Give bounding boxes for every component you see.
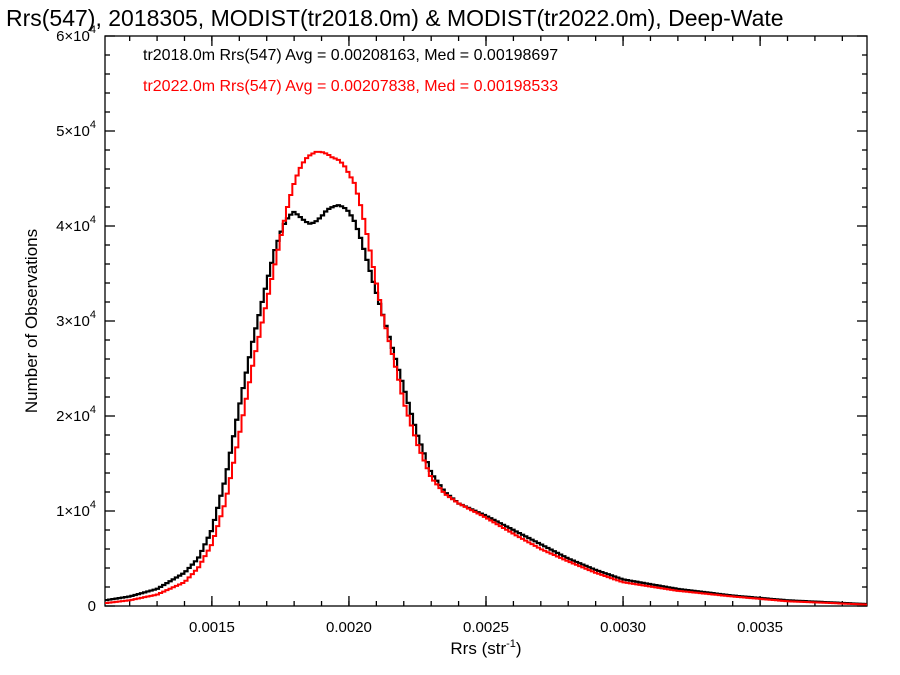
y-tick-label: 2×104 [56, 404, 96, 425]
series-line-tr2022.0m [105, 150, 867, 606]
y-tick-label: 1×104 [56, 499, 96, 520]
y-tick-label: 6×104 [56, 24, 96, 45]
y-tick-label: 0 [88, 598, 96, 615]
x-tick-label: 0.0035 [737, 619, 783, 636]
series-layer [105, 150, 867, 606]
chart-title: Rrs(547), 2018305, MODIST(tr2018.0m) & M… [6, 5, 784, 31]
y-axis: 0 1×104 2×104 3×104 4×104 5×104 6×104 [56, 24, 867, 615]
y-tick-label: 3×104 [56, 309, 96, 330]
legend-entry-tr2022: tr2022.0m Rrs(547) Avg = 0.00207838, Med… [143, 78, 558, 95]
y-tick-label: 4×104 [56, 214, 96, 235]
x-tick-label: 0.0015 [189, 619, 235, 636]
x-axis-label: Rrs (str-1) [450, 638, 521, 658]
legend-entry-tr2018: tr2018.0m Rrs(547) Avg = 0.00208163, Med… [143, 47, 558, 64]
y-tick-label: 5×104 [56, 119, 96, 140]
x-tick-label: 0.0020 [326, 619, 372, 636]
series-line-tr2018.0m [105, 204, 867, 606]
x-tick-label: 0.0030 [600, 619, 646, 636]
x-tick-label: 0.0025 [463, 619, 509, 636]
y-axis-label: Number of Observations [22, 229, 41, 413]
x-axis: 0.0015 0.0020 0.0025 0.0030 0.0035 [129, 36, 843, 636]
